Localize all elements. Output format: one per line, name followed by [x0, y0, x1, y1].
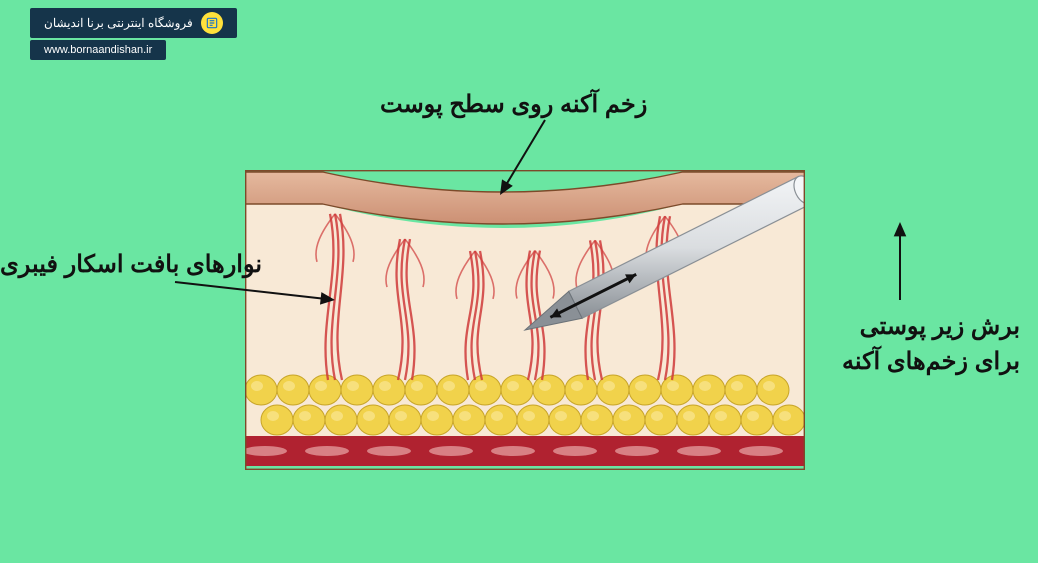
- label-subcision: برش زیر پوستی برای زخم‌های آکنه: [842, 310, 1020, 380]
- watermark-url: www.bornaandishan.ir: [30, 40, 166, 60]
- watermark-title-bar: فروشگاه اینترنتی برنا اندیشان: [30, 8, 237, 38]
- label-fibrous-bands: نوارهای بافت اسکار فیبری: [0, 248, 262, 283]
- label-subcision-line2: برای زخم‌های آکنه: [842, 345, 1020, 380]
- label-subcision-line1: برش زیر پوستی: [842, 310, 1020, 345]
- skin-svg: [245, 170, 805, 470]
- logo-icon: [201, 12, 223, 34]
- watermark: فروشگاه اینترنتی برنا اندیشان www.bornaa…: [30, 8, 237, 60]
- skin-diagram: [245, 170, 805, 470]
- label-acne-scar-surface: زخم آکنه روی سطح پوست: [380, 88, 647, 123]
- watermark-title: فروشگاه اینترنتی برنا اندیشان: [44, 16, 193, 30]
